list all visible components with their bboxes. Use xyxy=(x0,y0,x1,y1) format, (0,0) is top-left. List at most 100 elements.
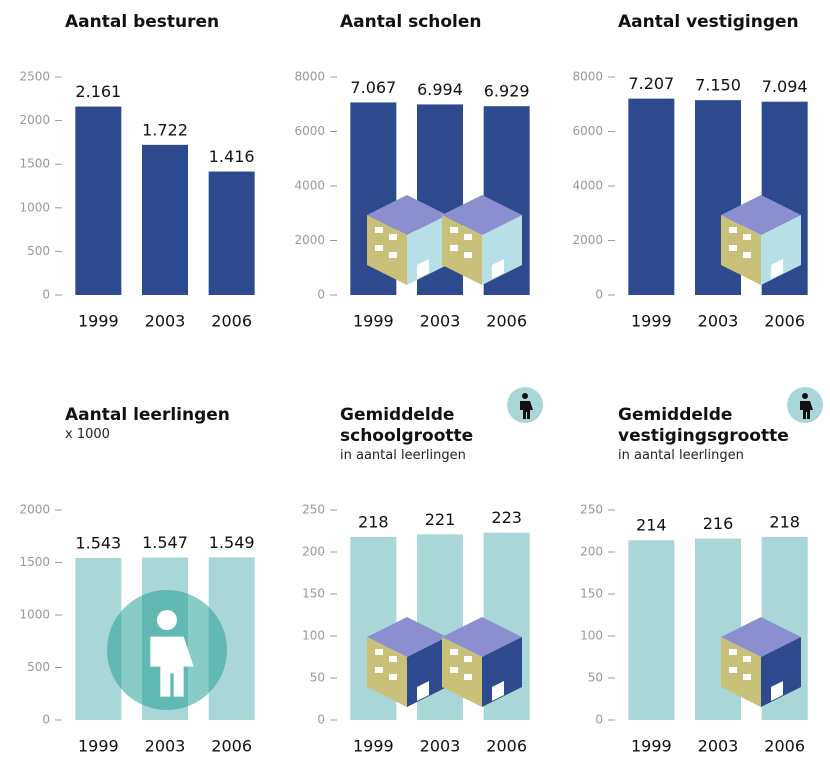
y-tick-label: 500 xyxy=(27,660,50,674)
y-tick-label: 1000 xyxy=(19,200,50,214)
value-label: 1.543 xyxy=(75,533,121,552)
y-tick-label: 2000 xyxy=(19,503,50,517)
value-label: 2.161 xyxy=(75,82,121,101)
y-tick-label: 8000 xyxy=(572,70,603,84)
chart-title: Aantal scholen xyxy=(340,12,600,33)
value-label: 7.094 xyxy=(762,77,808,96)
x-tick-label: 1999 xyxy=(631,737,672,756)
window xyxy=(450,227,458,233)
chart-subtitle: in aantal leerlingen xyxy=(340,448,466,463)
chart-title: Aantal vestigingen xyxy=(618,12,830,33)
y-tick-label: 150 xyxy=(302,587,325,601)
y-tick-label: 6000 xyxy=(294,124,325,138)
chart-subtitle: x 1000 xyxy=(65,427,110,442)
y-tick-label: 0 xyxy=(317,713,325,727)
value-label: 7.150 xyxy=(695,76,741,95)
y-tick-label: 250 xyxy=(302,503,325,517)
person-head xyxy=(802,393,808,399)
x-tick-label: 2003 xyxy=(420,737,461,756)
y-tick-label: 1000 xyxy=(19,608,50,622)
window xyxy=(389,674,397,680)
window xyxy=(743,252,751,258)
value-label: 6.929 xyxy=(484,82,530,101)
window xyxy=(450,649,458,655)
bar xyxy=(142,145,188,295)
bar xyxy=(628,99,674,295)
window xyxy=(743,234,751,240)
x-tick-label: 1999 xyxy=(631,312,672,331)
bar xyxy=(75,107,121,295)
x-tick-label: 2003 xyxy=(698,737,739,756)
y-tick-label: 0 xyxy=(317,288,325,302)
value-label: 223 xyxy=(491,508,522,527)
y-tick-label: 0 xyxy=(595,288,603,302)
value-label: 1.416 xyxy=(209,147,255,166)
bar xyxy=(209,172,255,295)
y-tick-label: 1500 xyxy=(19,157,50,171)
value-label: 7.067 xyxy=(350,78,396,97)
window xyxy=(464,234,472,240)
window xyxy=(464,656,472,662)
person-head xyxy=(522,393,528,399)
charts: 0500100015002000250019992.16120031.72220… xyxy=(0,0,830,760)
window xyxy=(743,656,751,662)
x-tick-label: 2006 xyxy=(764,737,805,756)
chart-title: Gemiddelde schoolgrootte xyxy=(340,405,490,447)
window xyxy=(729,245,737,251)
value-label: 7.207 xyxy=(628,74,674,93)
value-label: 1.722 xyxy=(142,120,188,139)
window xyxy=(375,245,383,251)
y-tick-label: 2000 xyxy=(19,113,50,127)
window xyxy=(450,245,458,251)
window xyxy=(389,656,397,662)
chart-title: Gemiddelde vestigingsgrootte xyxy=(618,405,818,447)
window xyxy=(729,227,737,233)
x-tick-label: 2006 xyxy=(764,312,805,331)
window xyxy=(450,667,458,673)
y-tick-label: 50 xyxy=(588,671,603,685)
y-tick-label: 100 xyxy=(580,629,603,643)
value-label: 218 xyxy=(769,512,800,531)
chart-grid: 0500100015002000250019992.16120031.72220… xyxy=(0,0,830,760)
y-tick-label: 4000 xyxy=(572,179,603,193)
window xyxy=(743,674,751,680)
x-tick-label: 2006 xyxy=(486,737,527,756)
window xyxy=(729,649,737,655)
chart-title: Aantal leerlingen xyxy=(65,405,325,426)
bar xyxy=(628,540,674,720)
window xyxy=(389,234,397,240)
value-label: 1.549 xyxy=(209,533,255,552)
window xyxy=(389,252,397,258)
y-tick-label: 50 xyxy=(310,671,325,685)
window xyxy=(375,667,383,673)
y-tick-label: 200 xyxy=(580,545,603,559)
y-tick-label: 8000 xyxy=(294,70,325,84)
window xyxy=(375,227,383,233)
y-tick-label: 2000 xyxy=(572,233,603,247)
y-tick-label: 0 xyxy=(595,713,603,727)
chart-title: Aantal besturen xyxy=(65,12,325,33)
value-label: 214 xyxy=(636,516,667,535)
x-tick-label: 2003 xyxy=(145,737,186,756)
window xyxy=(729,667,737,673)
y-tick-label: 0 xyxy=(42,288,50,302)
x-tick-label: 2003 xyxy=(698,312,739,331)
x-tick-label: 1999 xyxy=(78,737,119,756)
x-tick-label: 1999 xyxy=(78,312,119,331)
x-tick-label: 2003 xyxy=(420,312,461,331)
x-tick-label: 2006 xyxy=(211,737,252,756)
y-tick-label: 250 xyxy=(580,503,603,517)
value-label: 221 xyxy=(425,510,456,529)
x-tick-label: 2006 xyxy=(486,312,527,331)
y-tick-label: 0 xyxy=(42,713,50,727)
y-tick-label: 150 xyxy=(580,587,603,601)
value-label: 216 xyxy=(703,514,734,533)
window xyxy=(375,649,383,655)
x-tick-label: 2003 xyxy=(145,312,186,331)
window xyxy=(464,674,472,680)
window xyxy=(464,252,472,258)
y-tick-label: 100 xyxy=(302,629,325,643)
y-tick-label: 4000 xyxy=(294,179,325,193)
y-tick-label: 6000 xyxy=(572,124,603,138)
value-label: 1.547 xyxy=(142,533,188,552)
